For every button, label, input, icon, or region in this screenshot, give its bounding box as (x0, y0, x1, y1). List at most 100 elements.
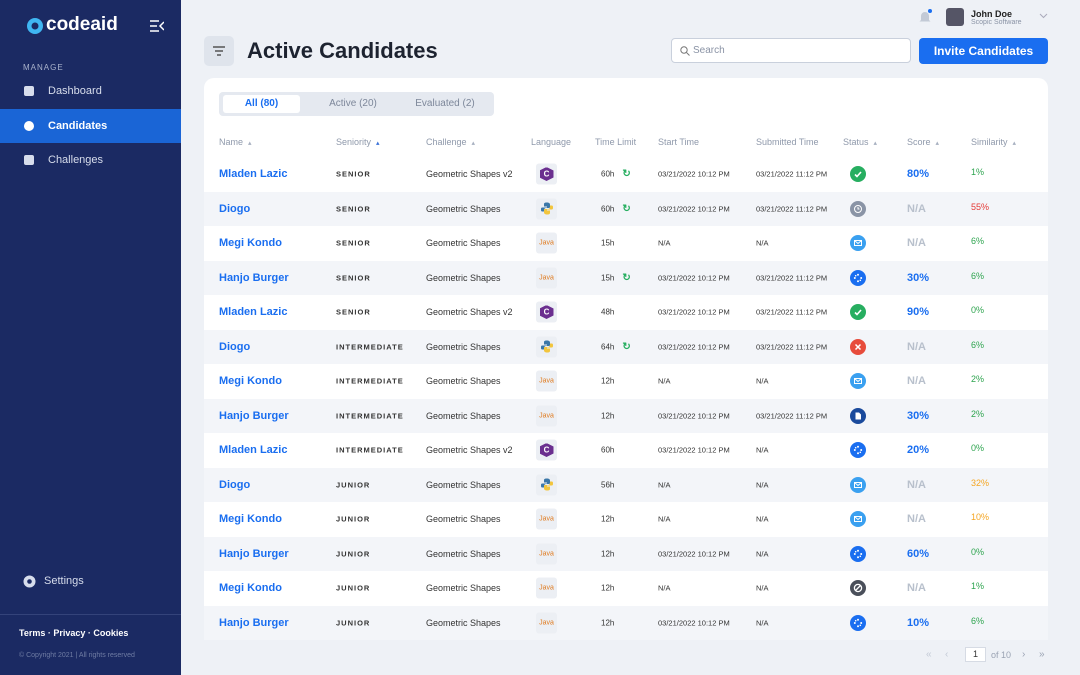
privacy-link[interactable]: Privacy (53, 628, 86, 638)
language-badge: Java (536, 577, 557, 599)
page-input[interactable]: 1 (965, 647, 986, 662)
filter-button[interactable] (204, 36, 234, 66)
invite-button[interactable]: Invite Candidates (919, 38, 1048, 64)
page-title: Active Candidates (247, 38, 438, 63)
sort-icon: ▴ (1012, 140, 1017, 147)
similarity: 10% (971, 512, 990, 522)
column-label: Submitted Time (756, 137, 819, 147)
time-limit-value: 12h (601, 583, 615, 593)
time-limit-value: 12h (601, 411, 615, 420)
search-box[interactable]: Search (671, 38, 911, 63)
last-page[interactable]: » (1039, 649, 1045, 660)
time-limit-value: 60h (601, 204, 615, 213)
seniority: SENIOR (336, 238, 371, 248)
table-row[interactable]: Megi Kondo JUNIOR Geometric Shapes Java 12h N… (204, 502, 1048, 537)
table-row[interactable]: Diogo JUNIOR Geometric Shapes 56h N/A N/A N/A 3… (204, 467, 1048, 502)
tab[interactable]: Active (20) (329, 98, 377, 109)
table-row[interactable]: Diogo INTERMEDIATE Geometric Shapes 64h ↻ 03/… (204, 329, 1048, 364)
notification-bell[interactable] (918, 9, 932, 25)
submitted-time: 03/21/2022 11:12 PM (756, 169, 828, 179)
language-hex: C (539, 305, 554, 319)
challenge: Geometric Shapes (426, 203, 501, 214)
nav-item[interactable]: Candidates (0, 108, 181, 143)
challenge: Geometric Shapes v2 (426, 307, 513, 317)
footer-links: Terms · Privacy · Cookies (19, 628, 129, 638)
similarity: 1% (971, 167, 985, 177)
language-badge (536, 474, 557, 495)
seniority: JUNIOR (336, 549, 371, 558)
column-header[interactable]: Challenge ▴ (426, 137, 475, 147)
nav-item[interactable]: Challenges (0, 143, 181, 177)
extended-icon: ↻ (622, 168, 631, 180)
language-badge (536, 336, 557, 357)
table-row[interactable]: Megi Kondo SENIOR Geometric Shapes Java 15h N… (204, 226, 1048, 261)
collapse-button[interactable] (150, 20, 164, 32)
score: 80% (907, 168, 930, 180)
column-header[interactable]: Name ▴ (219, 137, 252, 147)
submitted-time: N/A (756, 514, 769, 524)
status-icon (850, 200, 866, 217)
challenge: Geometric Shapes v2 (426, 169, 513, 179)
language-badge: Java (536, 508, 557, 530)
column-label: Language (531, 137, 572, 147)
table-row[interactable]: Megi Kondo JUNIOR Geometric Shapes Java 12h N… (204, 571, 1048, 606)
submitted-time: N/A (756, 445, 769, 455)
language-badge: Java (536, 543, 557, 564)
table-row[interactable]: Mladen Lazic INTERMEDIATE Geometric Shapes… (204, 433, 1048, 468)
table-row[interactable]: Mladen Lazic SENIOR Geometric Shapes v2 C 48… (204, 295, 1048, 330)
column-label: Time Limit (595, 137, 637, 147)
time-limit: 60h (601, 446, 614, 455)
table-row[interactable]: Hanjo Burger INTERMEDIATE Geometric Shapes… (204, 398, 1048, 433)
table-row[interactable]: Diogo SENIOR Geometric Shapes 60h ↻ 03/21/202… (204, 191, 1048, 226)
challenge: Geometric Shapes (426, 548, 501, 559)
time-limit-value: 15h (601, 238, 615, 248)
similarity: 2% (971, 374, 985, 384)
language-hex: C (539, 443, 554, 457)
submitted-time: 03/21/2022 11:12 PM (756, 411, 828, 420)
cookies-link[interactable]: Cookies (93, 628, 129, 638)
candidate-name: Megi Kondo (219, 582, 282, 594)
tab[interactable]: Evaluated (2) (415, 98, 475, 109)
tab[interactable]: All (80) (223, 95, 300, 113)
candidate-name: Diogo (219, 478, 251, 491)
logo: codeaid (46, 14, 118, 35)
language-hex: C (539, 167, 554, 181)
column-header[interactable]: Similarity ▴ (971, 137, 1016, 147)
column-header[interactable]: Score ▴ (907, 137, 939, 147)
candidate-name: Megi Kondo (219, 513, 282, 525)
time-limit-value: 60h (601, 445, 615, 455)
score: 30% (907, 409, 930, 422)
user-menu-chevron[interactable] (1039, 13, 1048, 19)
time-limit-value: 12h (601, 514, 615, 524)
settings-link[interactable]: Settings (44, 575, 84, 587)
table-row[interactable]: Hanjo Burger SENIOR Geometric Shapes Java 15… (204, 260, 1048, 295)
similarity: 0% (971, 546, 985, 557)
time-limit: 12h (601, 411, 614, 420)
time-limit: 12h (601, 618, 614, 627)
candidate-name: Diogo (219, 202, 251, 215)
nav-icon (24, 86, 34, 96)
time-limit: 60h ↻ (601, 169, 631, 180)
terms-link[interactable]: Terms (19, 628, 46, 638)
status-icon (850, 476, 866, 493)
table-row[interactable]: Hanjo Burger JUNIOR Geometric Shapes Java 12… (204, 605, 1048, 640)
start-time: N/A (658, 376, 671, 386)
status-icon (850, 442, 866, 458)
language-badge: Java (536, 405, 557, 426)
seniority: INTERMEDIATE (336, 411, 404, 420)
column-header[interactable]: Status ▴ (843, 137, 877, 147)
column-header[interactable]: Seniority ▴ (336, 137, 380, 147)
table-row[interactable]: Megi Kondo INTERMEDIATE Geometric Shapes Ja… (204, 364, 1048, 399)
challenge: Geometric Shapes (426, 583, 501, 593)
next-page[interactable]: › (1022, 649, 1026, 660)
table-row[interactable]: Hanjo Burger JUNIOR Geometric Shapes Java 12… (204, 536, 1048, 571)
first-page[interactable]: « (926, 649, 932, 660)
page-count: of 10 (991, 650, 1012, 660)
table-row[interactable]: Mladen Lazic SENIOR Geometric Shapes v2 C 60… (204, 157, 1048, 192)
extended-icon: ↻ (622, 203, 631, 214)
start-time: N/A (658, 514, 671, 524)
seniority: INTERMEDIATE (336, 445, 404, 455)
prev-page[interactable]: ‹ (945, 649, 949, 660)
nav-icon (24, 155, 34, 165)
nav-item[interactable]: Dashboard (0, 74, 181, 108)
